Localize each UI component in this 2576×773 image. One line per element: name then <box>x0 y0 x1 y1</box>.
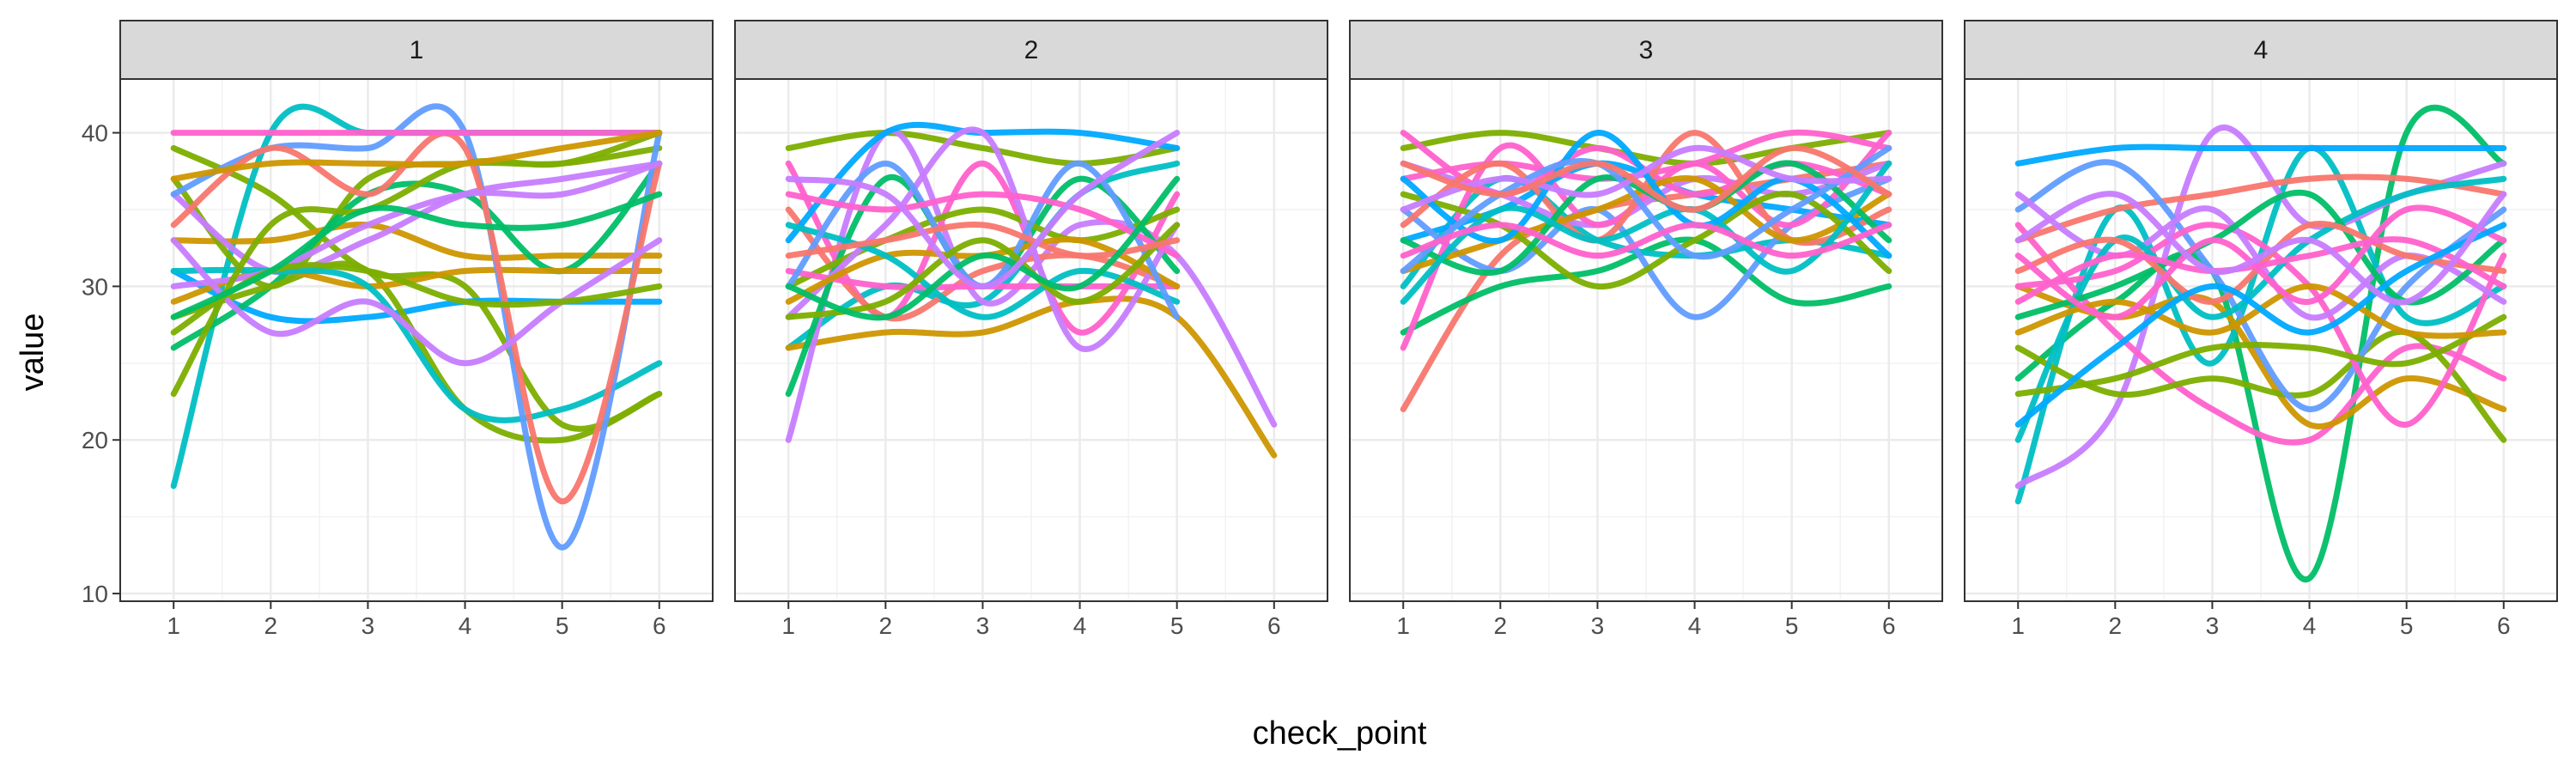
x-tick-label: 1 <box>781 612 795 639</box>
facet-panel-3: 3 1 2 3 4 5 6 <box>1349 20 1943 639</box>
facet-strip <box>1349 20 1943 80</box>
x-tick-label: 4 <box>459 612 472 639</box>
series-line-6 <box>170 160 663 276</box>
facet-panel-4: 4 1 2 3 4 5 6 <box>1964 20 2558 639</box>
x-tick-label: 3 <box>1591 612 1605 639</box>
series-line-1 <box>170 144 663 432</box>
facet-strip-label: 3 <box>1639 36 1654 64</box>
series-line-1 <box>785 130 1181 167</box>
series-line-19 <box>785 130 1181 289</box>
x-tick-label: 6 <box>1267 612 1281 639</box>
facet-strip-label: 2 <box>1024 36 1039 64</box>
facet-strip-label: 1 <box>410 36 424 64</box>
series-line-20 <box>2014 191 2507 306</box>
series-line-10 <box>2014 222 2507 428</box>
series-line-4 <box>2014 222 2507 446</box>
series-line-8 <box>170 260 663 444</box>
x-tick-label: 2 <box>2109 612 2123 639</box>
y-tick-label: 40 <box>82 120 108 147</box>
series-line-19 <box>170 191 663 320</box>
x-tick-label: 4 <box>1073 612 1087 639</box>
series-line-14 <box>170 237 663 367</box>
series-line-19 <box>1400 222 1893 259</box>
x-tick-label: 2 <box>1494 612 1508 639</box>
x-tick-label: 5 <box>556 612 569 639</box>
y-tick-label: 10 <box>82 581 108 607</box>
series-line-15 <box>785 191 1181 259</box>
y-tick-label: 20 <box>82 427 108 453</box>
x-axis-title: check_point <box>1253 715 1427 752</box>
series-line-18 <box>2014 204 2507 320</box>
x-tick-label: 3 <box>2206 612 2220 639</box>
x-tick-label: 1 <box>2011 612 2025 639</box>
x-tick-label: 2 <box>264 612 278 639</box>
series-line-16 <box>785 222 1181 320</box>
series-line-2 <box>1400 236 1893 336</box>
x-tick-label: 1 <box>167 612 180 639</box>
y-axis-title: value <box>15 313 51 392</box>
facet-panel-1: 1 1 2 3 4 5 6 10 20 30 40 <box>82 20 714 639</box>
series-group <box>2014 104 2507 583</box>
series-line-12 <box>170 130 663 505</box>
series-line-13 <box>2014 313 2507 398</box>
series-line-18 <box>1400 144 1893 213</box>
series-group <box>785 121 1278 459</box>
series-line-9 <box>2014 159 2507 412</box>
x-tick-label: 4 <box>2303 612 2317 639</box>
series-line-12 <box>2014 175 2507 443</box>
panel-border <box>119 78 714 602</box>
panel-border <box>1964 78 2558 602</box>
series-line-7 <box>2014 328 2507 443</box>
x-tick-label: 5 <box>2400 612 2414 639</box>
series-line-4 <box>785 127 1278 443</box>
x-tick-label: 4 <box>1688 612 1702 639</box>
x-tick-label: 6 <box>653 612 666 639</box>
x-tick-label: 6 <box>2497 612 2511 639</box>
series-line-18 <box>785 175 1181 321</box>
series-line-8 <box>2014 143 2507 167</box>
y-tick-label: 30 <box>82 273 108 300</box>
series-line-17 <box>2014 236 2507 305</box>
x-tick-label: 2 <box>879 612 893 639</box>
x-tick-label: 6 <box>1882 612 1896 639</box>
x-tick-label: 3 <box>976 612 990 639</box>
series-line-16 <box>170 130 663 398</box>
series-line-20 <box>1400 144 1893 213</box>
series-line-14 <box>2014 189 2507 320</box>
panel-border <box>734 78 1328 602</box>
facet-strip <box>1964 20 2558 80</box>
series-line-7 <box>170 160 663 351</box>
x-tick-label: 3 <box>361 612 375 639</box>
series-line-3 <box>170 222 663 261</box>
series-line-15 <box>2014 283 2507 339</box>
facet-panel-2: 2 1 2 3 4 5 6 <box>734 20 1328 639</box>
panel-border <box>1349 78 1943 602</box>
series-line-17 <box>785 221 1181 259</box>
series-line-16 <box>2014 221 2507 305</box>
facet-strip <box>734 20 1328 80</box>
series-line-17 <box>170 130 663 182</box>
series-line-17 <box>1400 144 1893 275</box>
x-tick-label: 5 <box>1785 612 1799 639</box>
series-group <box>1400 129 1893 412</box>
facet-strip <box>119 20 714 80</box>
facet-strip-label: 4 <box>2254 36 2269 64</box>
series-group <box>170 103 663 551</box>
x-tick-label: 1 <box>1396 612 1410 639</box>
x-tick-label: 5 <box>1170 612 1184 639</box>
series-line-5 <box>2014 173 2507 244</box>
series-line-19 <box>2014 222 2507 428</box>
